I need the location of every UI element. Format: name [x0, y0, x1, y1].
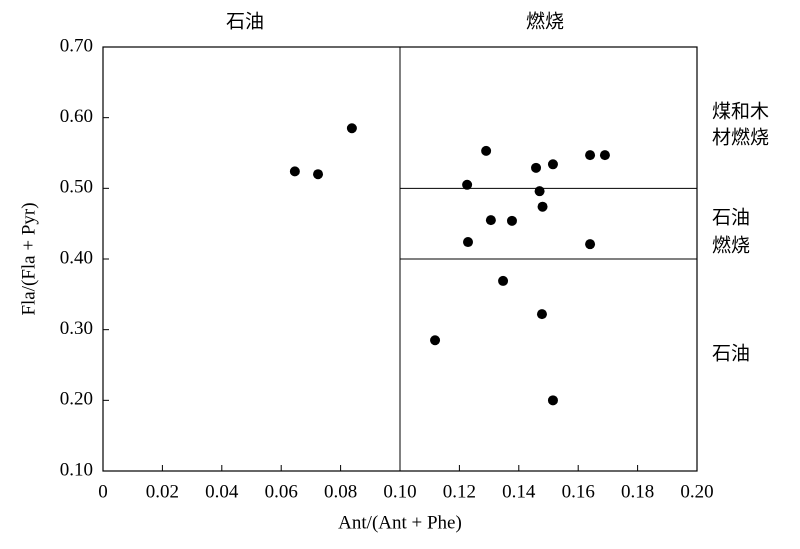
point	[536, 309, 547, 320]
x-axis-label: Ant/(Ant + Phe)	[338, 512, 462, 533]
point	[498, 275, 509, 286]
point	[463, 237, 474, 248]
point	[547, 395, 558, 406]
point	[481, 145, 492, 156]
region-label: 材燃烧	[712, 127, 769, 149]
y-tick-label: 0.70	[60, 35, 93, 56]
x-tick-label: 0.08	[324, 481, 357, 502]
point	[313, 169, 324, 180]
x-tick-label: 0.20	[680, 481, 713, 502]
region-label: 燃烧	[526, 11, 564, 33]
region-label: 石油	[712, 343, 750, 365]
point	[289, 166, 300, 177]
point	[537, 201, 548, 212]
point	[346, 123, 357, 134]
x-tick-label: 0.18	[621, 481, 654, 502]
y-tick-label: 0.10	[60, 459, 93, 480]
y-tick-label: 0.20	[60, 389, 93, 410]
point	[585, 239, 596, 250]
region-label: 燃烧	[712, 235, 750, 257]
y-axis-label: Fla/(Fla + Pyr)	[18, 202, 39, 315]
point	[599, 150, 610, 161]
y-tick-label: 0.60	[60, 106, 93, 127]
y-tick-label: 0.40	[60, 247, 93, 268]
point	[534, 186, 545, 197]
point	[430, 335, 441, 346]
x-tick-label: 0.16	[562, 481, 595, 502]
region-label: 石油	[712, 207, 750, 229]
region-label: 煤和木	[712, 101, 769, 123]
point	[462, 179, 473, 190]
region-label: 石油	[226, 11, 264, 33]
x-tick-label: 0.10	[383, 481, 416, 502]
point	[485, 215, 496, 226]
point	[585, 150, 596, 161]
y-tick-label: 0.50	[60, 177, 93, 198]
y-tick-label: 0.30	[60, 318, 93, 339]
point	[506, 215, 517, 226]
x-tick-label: 0.12	[443, 481, 476, 502]
point	[547, 159, 558, 170]
x-tick-label: 0.14	[502, 481, 536, 502]
x-tick-label: 0.02	[146, 481, 179, 502]
x-tick-label: 0.06	[265, 481, 298, 502]
x-tick-label: 0.04	[205, 481, 239, 502]
point	[531, 162, 542, 173]
x-tick-label: 0	[98, 481, 108, 502]
